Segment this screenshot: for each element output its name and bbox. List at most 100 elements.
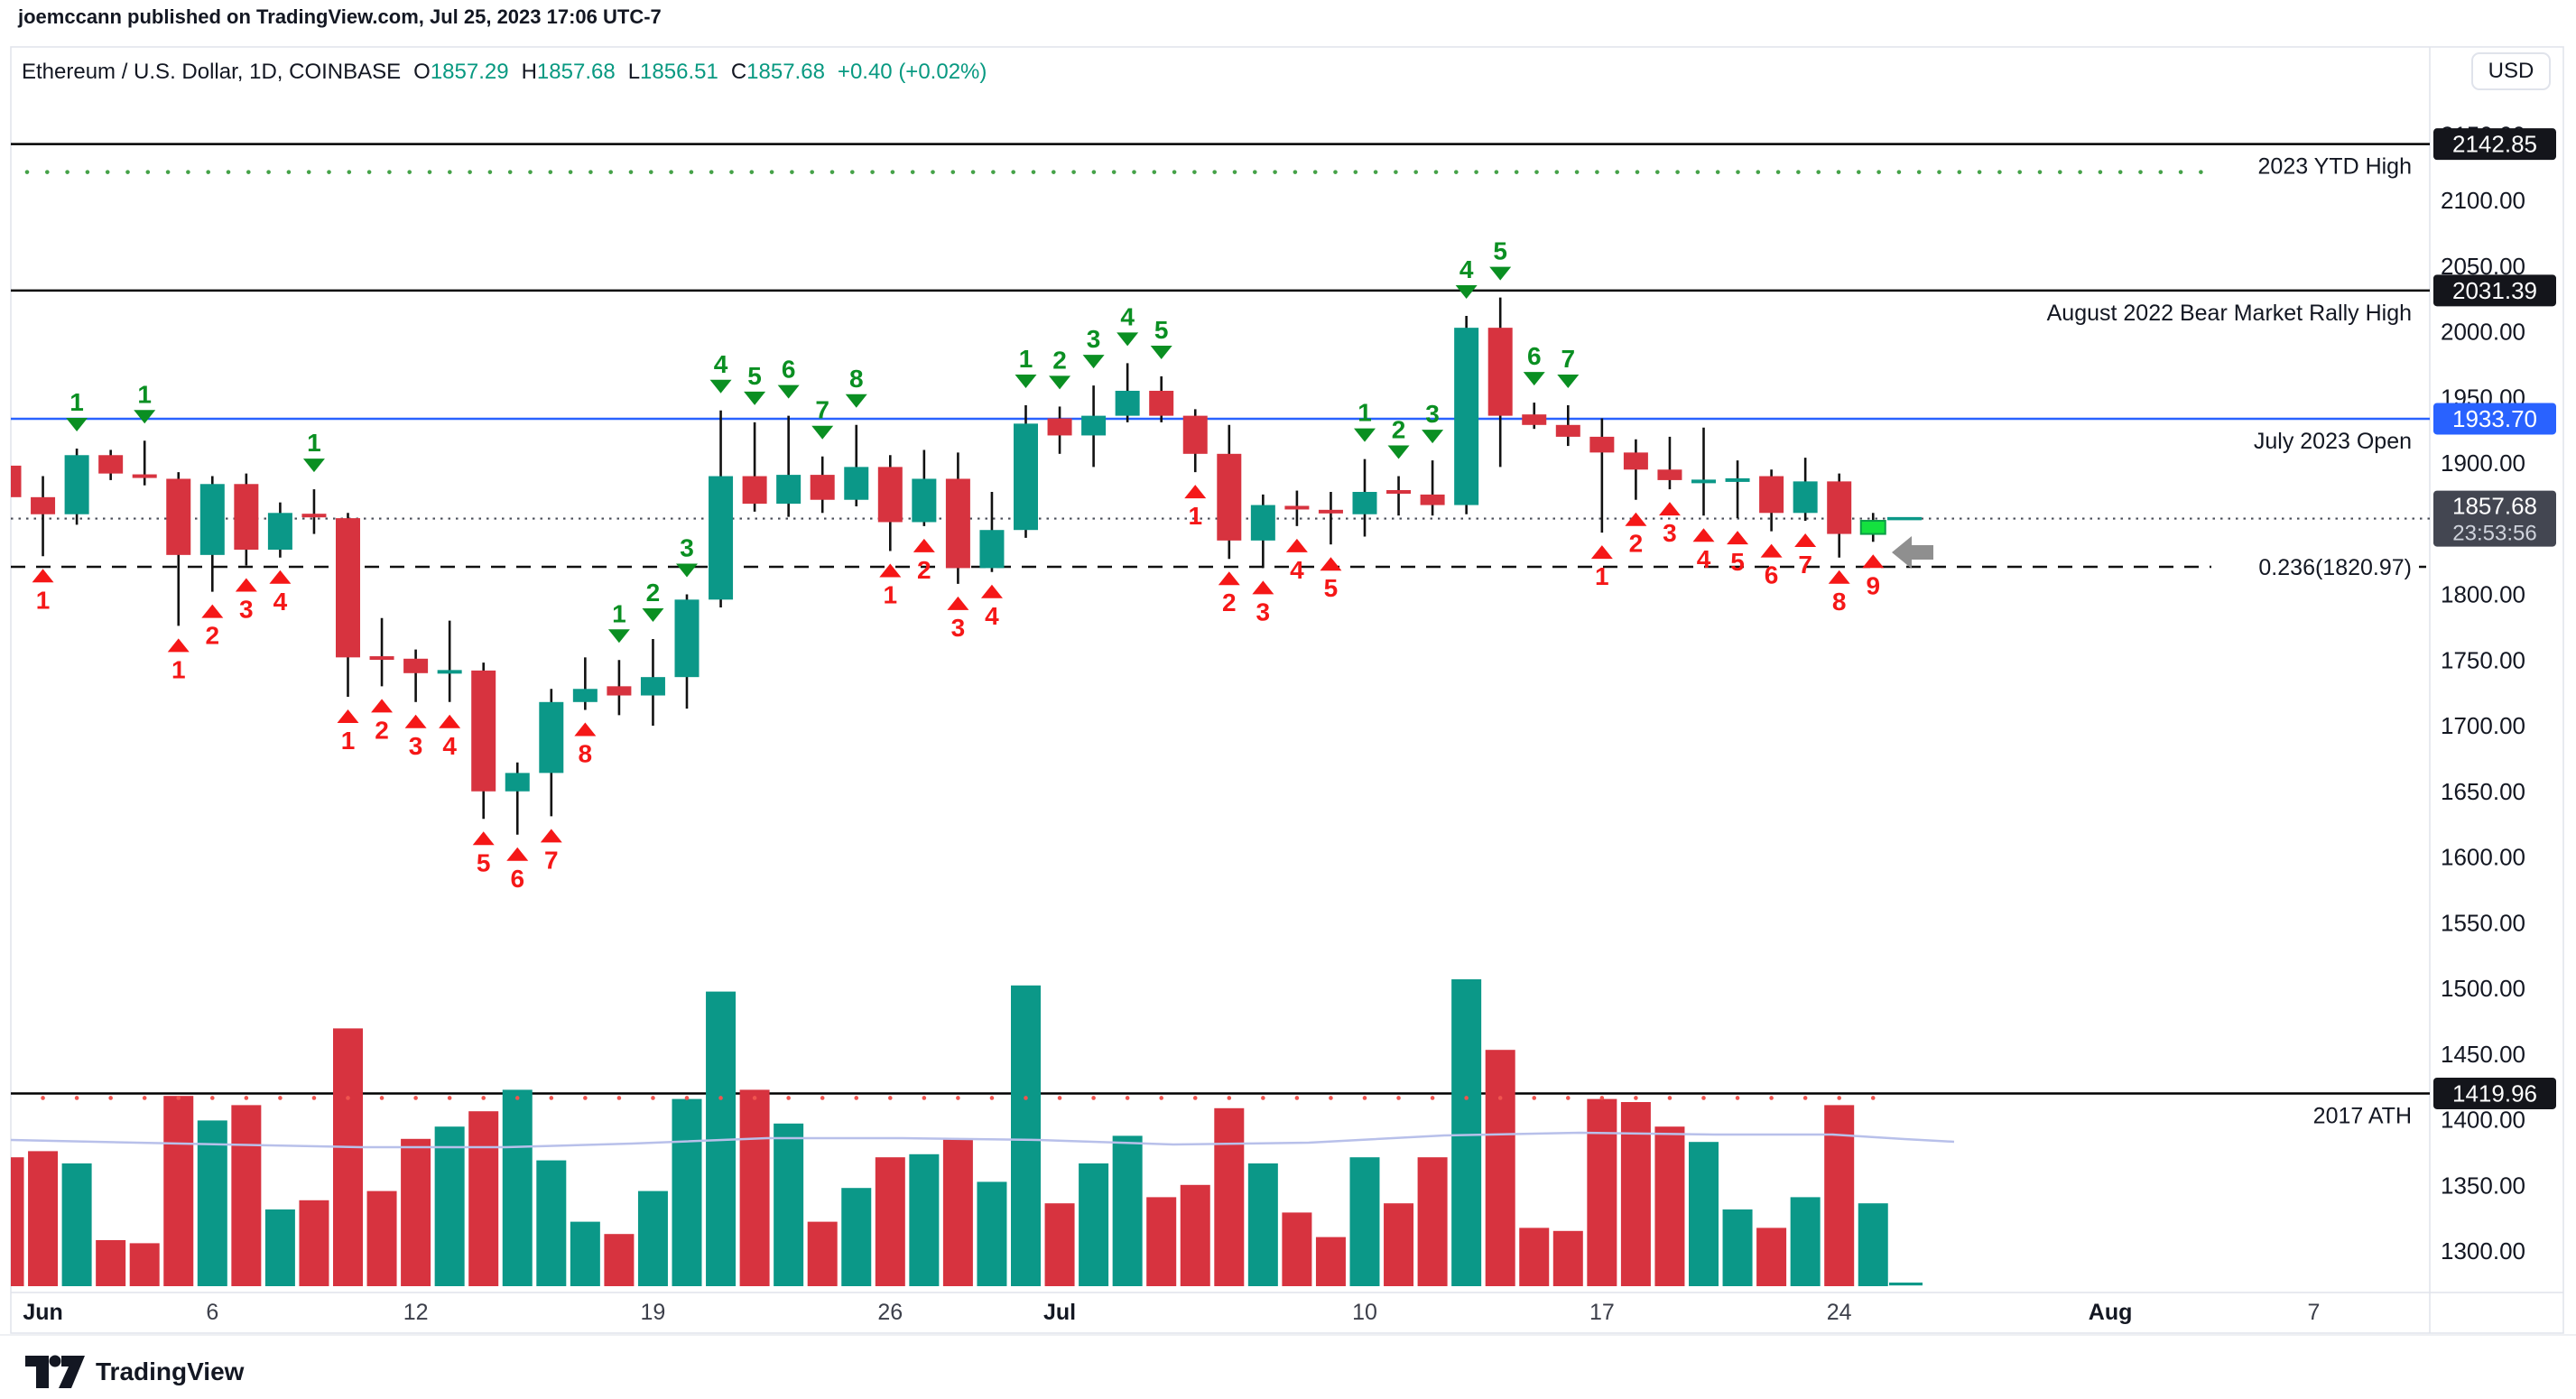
volume-bar-Jul-19 — [1654, 1126, 1685, 1286]
volume-bar-Jul-20 — [1689, 1142, 1719, 1286]
td-sell-triangle — [1422, 430, 1444, 444]
candle-Jun-11 — [369, 617, 394, 687]
candle-Jun-22 — [742, 422, 767, 512]
volume-next-tick — [1889, 1283, 1923, 1286]
candle-Jul-11 — [1386, 476, 1412, 516]
td-buy-count: 4 — [1697, 545, 1711, 573]
symbol-legend[interactable]: Ethereum / U.S. Dollar, 1D, COINBASE O18… — [22, 60, 987, 85]
volume-bar-Jun-26 — [875, 1157, 905, 1286]
candle-Jun-21 — [709, 410, 734, 608]
price-label-2031.39: 2031.39 — [2433, 274, 2556, 307]
volume-bar-Jun-3 — [96, 1240, 126, 1286]
candle-Jun-5 — [166, 472, 191, 626]
price-tick-label: 2000.00 — [2441, 319, 2525, 346]
td-buy-count: 2 — [375, 716, 389, 744]
time-tick-26: 26 — [877, 1300, 903, 1325]
annotation-2023-ytd-high[interactable]: 2023 YTD High — [2258, 154, 2412, 180]
td-buy-count: 3 — [409, 732, 423, 760]
td-sell-count: 7 — [815, 396, 829, 424]
candle-Jul-25 — [1859, 513, 1886, 542]
price-change: +0.40 (+0.02%) — [837, 60, 987, 84]
time-tick-10: 10 — [1352, 1300, 1377, 1325]
td-buy-count: 9 — [1866, 571, 1880, 599]
price-tick-label: 1900.00 — [2441, 449, 2525, 477]
td-sell-count: 4 — [714, 350, 728, 378]
td-sell-count: 6 — [1527, 342, 1542, 370]
candle-Jul-20 — [1691, 427, 1716, 516]
price-tick-label: 1650.00 — [2441, 778, 2525, 805]
td-sell-triangle — [777, 384, 800, 399]
volume-bar-Jun-16 — [536, 1160, 567, 1286]
candle-Jun-28 — [945, 452, 970, 584]
td-sell-count: 5 — [1493, 237, 1507, 265]
td-buy-count: 1 — [884, 580, 898, 608]
td-sell-triangle — [709, 379, 732, 394]
candle-Jul-23 — [1793, 458, 1818, 522]
time-tick-Jul: Jul — [1043, 1300, 1076, 1325]
red-dot-row — [41, 1096, 1876, 1100]
time-scale[interactable]: Jun 6 12 19 26 Jul 10 17 24 Aug 7 — [23, 1300, 2320, 1325]
td-sell-triangle — [642, 607, 664, 622]
td-sell-count: 7 — [1561, 345, 1576, 373]
volume-bar-Jun-13 — [434, 1126, 465, 1286]
time-tick-Aug: Aug — [2089, 1300, 2133, 1325]
td-buy-triangle — [1794, 533, 1817, 548]
td-sell-count: 3 — [1087, 325, 1101, 353]
td-buy-triangle — [1760, 543, 1783, 558]
td-buy-count: 7 — [544, 846, 559, 874]
publication-byline: joemccann published on TradingView.com, … — [18, 5, 662, 28]
candle-Jul-4 — [1149, 375, 1174, 422]
volume-pane — [11, 979, 1923, 1286]
price-tick-label: 1600.00 — [2441, 844, 2525, 871]
candle-Jun-24 — [810, 456, 835, 514]
price-tick-label: 1500.00 — [2441, 975, 2525, 1002]
td-buy-triangle — [540, 829, 562, 843]
volume-bar-Jun-27 — [909, 1153, 940, 1286]
annotation-august-2022-bear-market-rally-high[interactable]: August 2022 Bear Market Rally High — [2047, 301, 2412, 326]
candle-Jun-30 — [1014, 404, 1038, 538]
td-sell-triangle — [1082, 355, 1105, 369]
td-buy-triangle — [1625, 512, 1647, 526]
td-sell-triangle — [1523, 372, 1545, 386]
candle-Jul-2 — [1081, 385, 1107, 468]
price-label-1419.96: 1419.96 — [2433, 1077, 2556, 1109]
candle-Jun-2 — [64, 448, 89, 525]
td-buy-count: 4 — [273, 588, 288, 616]
td-buy-triangle — [1828, 570, 1850, 584]
td-buy-count: 6 — [1765, 561, 1779, 589]
price-label-2142.85: 2142.85 — [2433, 128, 2556, 161]
volume-bar-Jun-24 — [807, 1221, 838, 1286]
td-sell-triangle — [744, 391, 766, 405]
candle-Jul-22 — [1759, 469, 1784, 532]
tradingview-footer[interactable]: TradingView — [23, 1352, 244, 1392]
pointer-arrow-icon — [1892, 536, 1933, 569]
td-buy-triangle — [32, 569, 54, 583]
td-buy-triangle — [1862, 554, 1885, 569]
annotation-2017-ath[interactable]: 2017 ATH — [2313, 1103, 2412, 1128]
time-tick-6: 6 — [206, 1300, 218, 1325]
td-sell-count: 4 — [1120, 302, 1135, 330]
candle-Jul-9 — [1318, 492, 1343, 545]
candle-Jun-8 — [267, 502, 292, 558]
price-scale[interactable]: 2150.002100.002050.002000.001950.001900.… — [2433, 121, 2556, 1265]
annotation-july-2023-open[interactable]: July 2023 Open — [2254, 429, 2412, 454]
volume-bar-Jul-2 — [1079, 1163, 1109, 1286]
td-buy-count: 5 — [1730, 548, 1745, 576]
currency-toggle-button[interactable]: USD — [2471, 52, 2551, 90]
volume-bar-Jul-6 — [1214, 1107, 1245, 1286]
td-sell-count: 3 — [1425, 400, 1440, 428]
volume-bar-Jun-6 — [197, 1120, 227, 1286]
td-buy-count: 1 — [1188, 502, 1202, 530]
annotation-fib-level[interactable]: 0.236(1820.97) — [2258, 555, 2412, 580]
candle-Jul-21 — [1725, 460, 1750, 519]
td-buy-count: 7 — [1798, 551, 1812, 579]
volume-bar-Jul-9 — [1315, 1237, 1346, 1286]
td-sell-triangle — [845, 394, 867, 408]
svg-text:2031.39: 2031.39 — [2452, 277, 2537, 304]
td-buy-triangle — [1692, 528, 1715, 542]
volume-bar-Jun-12 — [401, 1138, 431, 1286]
td-buy-triangle — [201, 604, 224, 618]
svg-text:1419.96: 1419.96 — [2452, 1079, 2537, 1107]
